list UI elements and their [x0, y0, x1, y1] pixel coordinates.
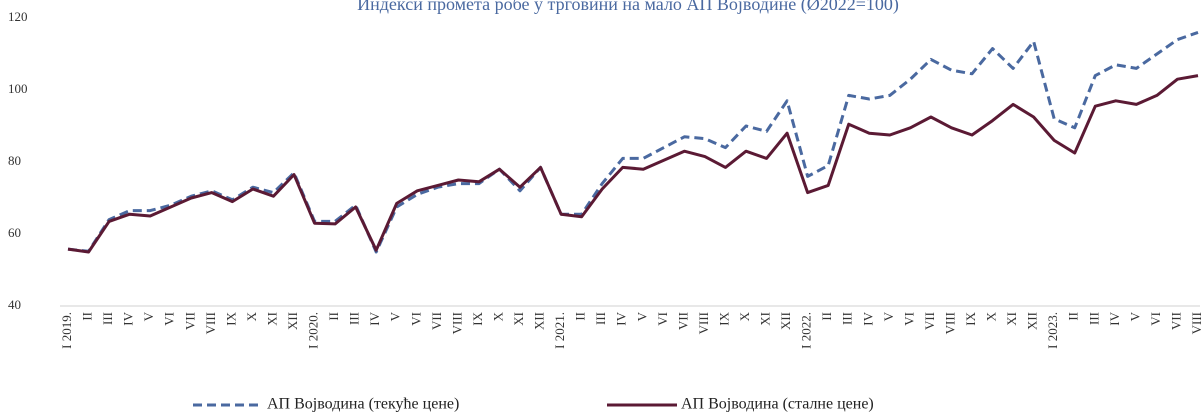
- x-tick-label: I 2021.: [552, 312, 567, 349]
- y-tick-label: 120: [8, 9, 28, 24]
- x-tick-label: I 2019.: [59, 312, 74, 349]
- x-tick-label: XI: [758, 312, 773, 326]
- x-tick-label: VI: [1148, 312, 1163, 326]
- x-tick-label: XI: [511, 312, 526, 326]
- x-tick-label: III: [840, 312, 855, 325]
- x-tick-label: IV: [860, 311, 875, 325]
- x-tick-label: VII: [1168, 312, 1183, 330]
- x-tick-label: I 2022.: [799, 312, 814, 349]
- x-tick-label: X: [244, 311, 259, 321]
- x-tick-label: II: [573, 312, 588, 321]
- x-tick-label: X: [490, 311, 505, 321]
- x-tick-label: III: [100, 312, 115, 325]
- series-line: [67, 30, 1199, 254]
- x-tick-label: IX: [223, 311, 238, 325]
- x-tick-label: VI: [655, 312, 670, 326]
- x-tick-label: XII: [532, 312, 547, 330]
- x-tick-label: IV: [614, 311, 629, 325]
- x-tick-label: VI: [408, 312, 423, 326]
- x-tick-label: VII: [675, 312, 690, 330]
- x-tick-label: VI: [162, 312, 177, 326]
- x-tick-label: VIII: [1189, 312, 1204, 334]
- x-tick-label: V: [388, 311, 403, 321]
- chart-title: Индекси промета робе у трговини на мало …: [357, 0, 899, 15]
- x-tick-label: III: [1086, 312, 1101, 325]
- x-tick-label: II: [1066, 312, 1081, 321]
- x-tick-label: V: [634, 311, 649, 321]
- x-tick-label: VII: [922, 312, 937, 330]
- x-tick-label: II: [819, 312, 834, 321]
- x-tick-label: VII: [182, 312, 197, 330]
- x-tick-label: VIII: [942, 312, 957, 334]
- x-tick-label: XI: [264, 312, 279, 326]
- x-tick-label: X: [984, 311, 999, 321]
- x-tick-label: VII: [429, 312, 444, 330]
- x-tick-label: IX: [963, 311, 978, 325]
- x-tick-label: II: [326, 312, 341, 321]
- x-tick-label: I 2020.: [306, 312, 321, 349]
- x-tick-label: IX: [716, 311, 731, 325]
- y-tick-label: 60: [8, 225, 21, 240]
- x-tick-label: XII: [1025, 312, 1040, 330]
- y-tick-label: 80: [8, 153, 21, 168]
- x-tick-label: VIII: [203, 312, 218, 334]
- x-tick-label: IV: [367, 311, 382, 325]
- x-tick-label: IV: [1107, 311, 1122, 325]
- x-tick-label: V: [141, 311, 156, 321]
- x-tick-label: VI: [901, 312, 916, 326]
- x-tick-label: V: [1127, 311, 1142, 321]
- x-tick-label: III: [593, 312, 608, 325]
- x-tick-label: IV: [121, 311, 136, 325]
- x-tick-label: X: [737, 311, 752, 321]
- x-tick-label: II: [80, 312, 95, 321]
- x-tick-label: V: [881, 311, 896, 321]
- x-tick-label: IX: [470, 311, 485, 325]
- series-line: [67, 74, 1199, 254]
- x-tick-label: VIII: [449, 312, 464, 334]
- x-tick-label: III: [347, 312, 362, 325]
- x-tick-label: XI: [1004, 312, 1019, 326]
- y-tick-label: 40: [8, 297, 21, 312]
- y-tick-label: 100: [8, 81, 28, 96]
- x-tick-label: XII: [778, 312, 793, 330]
- x-tick-label: I 2023.: [1045, 312, 1060, 349]
- legend-label: АП Војводина (текуће цене): [267, 396, 459, 413]
- x-tick-label: VIII: [696, 312, 711, 334]
- legend-label: АП Војводина (сталне цене): [681, 396, 874, 413]
- x-tick-label: XII: [285, 312, 300, 330]
